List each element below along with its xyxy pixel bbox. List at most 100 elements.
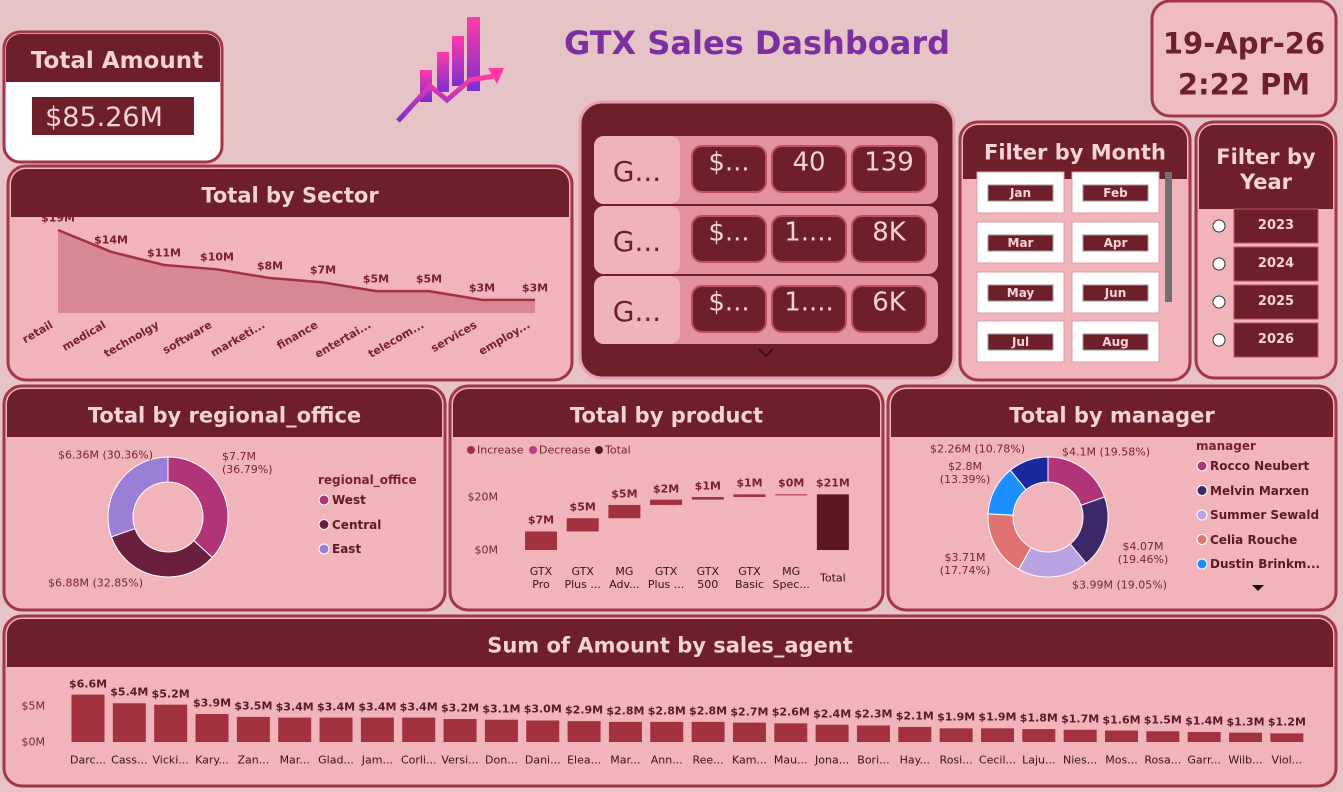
data-label: $2.8M — [647, 704, 686, 718]
bar — [1022, 729, 1056, 742]
bar — [816, 494, 849, 550]
month-option-label[interactable]: Apr — [1103, 235, 1128, 250]
legend-swatch — [1196, 485, 1208, 496]
year-option — [1233, 284, 1319, 320]
x-tick-label: Ree... — [692, 753, 724, 767]
x-tick-label: Vicki... — [152, 753, 189, 767]
month-option-label[interactable]: Jun — [1104, 285, 1127, 300]
year-filter-header — [1199, 125, 1333, 209]
chart-title: Total by Sector — [201, 183, 379, 208]
legend-swatch — [318, 543, 330, 555]
more-arrow — [1252, 585, 1264, 591]
month-option-label[interactable]: Aug — [1102, 334, 1129, 349]
month-option-label[interactable]: Feb — [1103, 185, 1128, 200]
year-option-label[interactable]: 2024 — [1257, 256, 1295, 272]
year-filter-header — [1199, 194, 1333, 209]
card-row-label-bg — [594, 206, 680, 274]
time: 2:22 PM — [1177, 67, 1311, 102]
data-label: $3.71M (17.74%) — [939, 550, 991, 577]
data-label: $3.99M (19.05%) — [1072, 578, 1168, 592]
x-tick-label: Mar... — [279, 753, 310, 767]
legend-label: East — [332, 541, 362, 556]
data-label: $3.4M — [399, 700, 438, 713]
card-value-pill — [851, 215, 927, 263]
card-row-label: G... — [612, 155, 662, 189]
y-tick-label: $20M — [467, 490, 499, 504]
bar — [525, 531, 557, 550]
chart-panel-header — [453, 422, 880, 437]
chart-panel — [448, 384, 885, 612]
x-tick-label: GTX Basic — [734, 564, 765, 591]
x-tick-label: Dani... — [524, 753, 561, 767]
legend-label: Summer Sewald — [1210, 507, 1320, 522]
x-tick-label: Jam... — [361, 753, 393, 767]
x-tick-label: Mau... — [773, 753, 808, 767]
data-label: $3.4M — [275, 700, 314, 713]
bar — [1229, 732, 1263, 742]
x-tick-label: Garr... — [1187, 753, 1221, 767]
chart-title: Total by product — [570, 403, 763, 428]
kpi-value: $85.26M — [45, 101, 163, 133]
data-label: $1.9M — [978, 710, 1017, 724]
legend-label: West — [332, 492, 366, 507]
x-tick-label: Cass... — [111, 753, 148, 767]
bar — [1146, 731, 1180, 742]
month-option-label[interactable]: Mar — [1007, 235, 1034, 250]
x-tick-label: Hay... — [899, 753, 931, 767]
kpi-label: Total Amount — [30, 48, 204, 75]
data-label: $8M — [256, 259, 284, 273]
data-label: $1.6M — [1102, 712, 1141, 726]
year-option-label[interactable]: 2025 — [1257, 294, 1295, 310]
x-tick-label: Darc... — [69, 753, 107, 767]
data-label: $1M — [736, 476, 763, 490]
data-label: $1.9M — [937, 710, 976, 724]
x-tick-label: Glad... — [318, 753, 354, 767]
month-option-label[interactable]: Jul — [1011, 334, 1030, 349]
bar — [691, 497, 724, 500]
data-label: $1.2M — [1267, 715, 1306, 729]
bar — [112, 703, 146, 742]
bar — [1187, 731, 1221, 742]
x-tick-label: Ann... — [650, 753, 683, 767]
bar — [1270, 733, 1304, 742]
legend-swatch — [467, 446, 475, 454]
x-tick-label: GTX Plus ... — [564, 564, 601, 591]
month-option-bar — [1082, 234, 1149, 252]
data-label: $5.4M — [110, 685, 149, 699]
bar — [980, 728, 1014, 742]
legend-label: Dustin Brinkm... — [1210, 556, 1321, 571]
card-value: 1.... — [784, 217, 834, 248]
data-label: $2.8M — [689, 704, 728, 718]
bar — [898, 726, 932, 742]
data-label: $2.7M — [730, 705, 769, 719]
data-label: $1.8M — [1019, 711, 1058, 725]
data-label: $6.36M (30.36%) — [58, 448, 154, 462]
legend-label: Rocco Neubert — [1210, 458, 1310, 473]
donut-slice — [1009, 456, 1049, 491]
line — [57, 228, 535, 302]
x-tick-label: Kam... — [731, 753, 767, 767]
month-option-bar — [1082, 333, 1149, 351]
month-option-label[interactable]: May — [1006, 285, 1035, 300]
bar — [608, 504, 641, 519]
month-option-bar — [1082, 184, 1149, 202]
x-tick-label: Bori... — [857, 753, 890, 767]
bar — [154, 704, 188, 742]
year-option-label[interactable]: 2026 — [1257, 332, 1295, 348]
radio — [1212, 295, 1226, 309]
bar — [278, 717, 312, 742]
month-option-label[interactable]: Jan — [1009, 185, 1032, 200]
card-value: 139 — [864, 147, 914, 178]
data-label: $3.1M — [482, 702, 521, 716]
x-tick-label: Kary... — [195, 753, 229, 767]
data-label: $5M — [362, 272, 390, 286]
year-option-label[interactable]: 2023 — [1257, 218, 1295, 234]
data-label: $2M — [652, 482, 680, 496]
data-label: $1.7M — [1061, 712, 1100, 726]
y-tick-label: $0M — [474, 543, 499, 557]
bar — [774, 723, 808, 742]
card-value-pill — [691, 145, 767, 193]
legend-label: Celia Rouche — [1210, 532, 1298, 547]
x-tick-label: GTX Pro — [529, 564, 553, 591]
